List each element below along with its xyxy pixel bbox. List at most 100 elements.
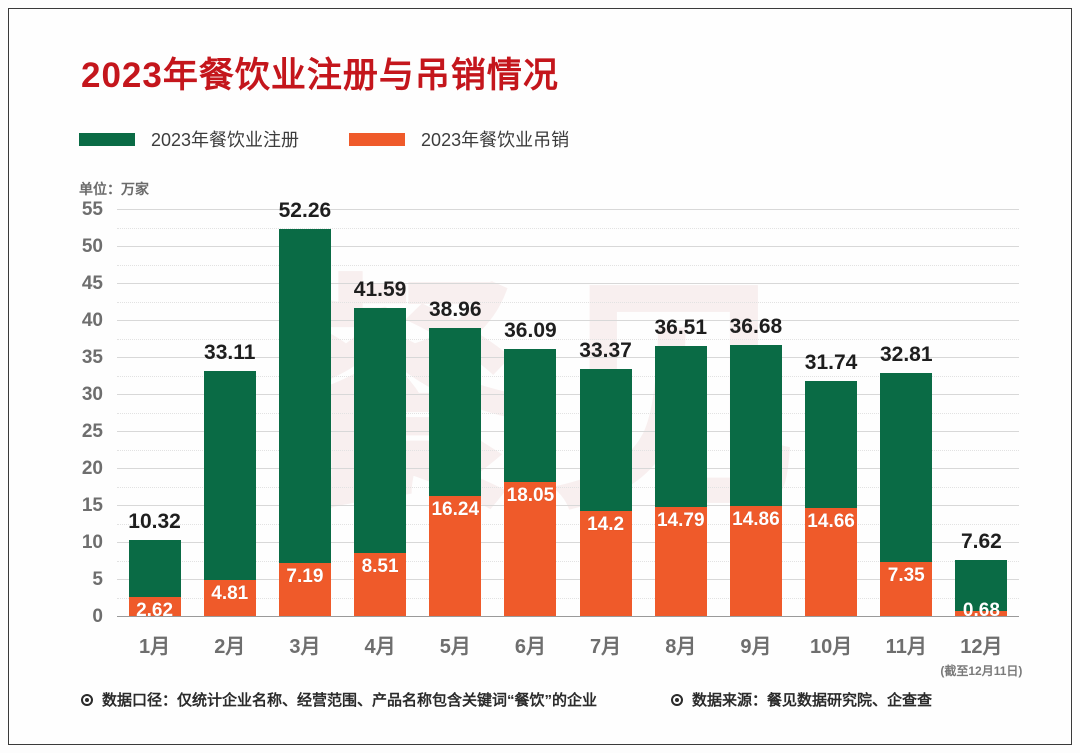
x-axis-tick: 11月 (886, 630, 927, 659)
bar-group[interactable]: 36.68 14.86 9月 (729, 209, 783, 658)
x-axis-tick: 7月 (590, 630, 621, 659)
y-axis-tick-label: 30 (81, 384, 103, 405)
gridline-major: 50 (82, 236, 1019, 257)
footnote-scope: 数据口径：仅统计企业名称、经营范围、产品名称包含关键词“餐饮”的企业 (81, 689, 597, 710)
bar-label-registration: 38.96 (428, 297, 482, 321)
gridline-major: 35 (82, 347, 1019, 368)
bar-label-revocation: 4.81 (211, 583, 249, 605)
bar-group[interactable]: 36.51 14.79 8月 (654, 209, 708, 658)
footnote-source: 数据来源：餐见数据研究院、企查查 (671, 689, 932, 710)
legend-item-revocation[interactable]: 2023年餐饮业吊销 (349, 126, 569, 152)
legend-item-registration[interactable]: 2023年餐饮业注册 (79, 126, 299, 152)
bar-revocation[interactable] (880, 561, 933, 616)
y-axis-tick-label: 35 (81, 347, 103, 368)
legend-swatch-registration (79, 132, 135, 146)
bar-label-revocation: 18.05 (506, 485, 555, 507)
bar-revocation[interactable] (579, 510, 632, 616)
bar-group[interactable]: 7.62 0.68 12月 (截至12月11日) (940, 209, 1022, 678)
bar-label-revocation: 7.19 (286, 565, 324, 587)
bar-label-registration: 36.68 (729, 314, 783, 338)
x-axis-tick: 2月 (214, 630, 245, 659)
bar-registration[interactable] (278, 229, 331, 616)
x-axis-tick-label: 5月 (439, 636, 471, 658)
gridline-major: 30 (82, 384, 1019, 405)
bar-registration[interactable] (955, 559, 1008, 616)
chart-plot-area: 0 5 10 15 20 25 30 35 40 45 50 55 10.32 2.62 1月 33.11 4.… (82, 199, 1023, 678)
x-axis-tick: 8月 (665, 630, 696, 659)
page-title: 2023年餐饮业注册与吊销情况 (81, 56, 559, 95)
x-axis-tick-label: 8月 (665, 636, 697, 658)
bar-group[interactable]: 52.26 7.19 3月 (278, 199, 332, 658)
y-axis-tick-label: 45 (81, 273, 103, 294)
bar-revocation[interactable] (429, 495, 482, 616)
bar-group[interactable]: 31.74 14.66 10月 (804, 209, 858, 658)
bar-label-registration: 36.51 (654, 315, 708, 339)
bar-group[interactable]: 10.32 2.62 1月 (128, 209, 181, 658)
bar-label-revocation: 14.66 (807, 510, 855, 532)
gridline-major: 20 (82, 458, 1019, 479)
y-axis-tick-label: 0 (92, 606, 103, 627)
bar-revocation[interactable] (955, 610, 1008, 616)
bar-revocation[interactable] (354, 553, 407, 616)
y-axis-tick-label: 10 (81, 532, 103, 553)
bar-group[interactable]: 32.81 7.35 11月 (879, 209, 933, 658)
bar-revocation[interactable] (278, 562, 331, 616)
y-axis-tick-label: 40 (81, 310, 103, 331)
y-axis-tick-label: 55 (81, 199, 103, 220)
x-axis-tick: 6月 (515, 630, 546, 659)
bar-label-registration: 36.09 (504, 318, 557, 342)
gridline-major: 5 (92, 569, 1019, 590)
gridline-major: 40 (82, 310, 1019, 331)
bar-revocation[interactable] (128, 596, 181, 616)
chart-legend: 2023年餐饮业注册 2023年餐饮业吊销 (79, 126, 569, 152)
gridline-minor (117, 523, 1019, 525)
gridline-major: 55 (82, 199, 1019, 220)
footnote-source-text: 数据来源：餐见数据研究院、企查查 (692, 692, 933, 709)
gridline-minor (117, 375, 1019, 377)
y-axis-tick-label: 20 (81, 458, 103, 479)
gridline-major: 25 (82, 421, 1019, 442)
x-axis-tick: 9月 (740, 630, 771, 659)
bar-label-revocation: 2.62 (136, 599, 174, 621)
legend-swatch-revocation (349, 132, 406, 146)
x-axis-tick: 1月 (139, 630, 170, 659)
x-axis-tick-label: 3月 (289, 636, 321, 658)
bar-label-registration: 33.37 (579, 339, 632, 363)
bullet-icon (671, 693, 684, 706)
x-axis-tick-label: 9月 (740, 636, 772, 658)
y-axis-tick-label: 5 (92, 569, 103, 590)
bar-revocation[interactable] (805, 507, 858, 616)
x-axis-tick: 10月 (810, 630, 852, 659)
gridline-minor (117, 486, 1019, 488)
bar-registration[interactable] (203, 371, 256, 616)
bar-label-revocation: 16.24 (431, 498, 480, 520)
bar-revocation[interactable] (203, 580, 256, 616)
bar-label-revocation: 7.35 (887, 564, 925, 586)
bar-group[interactable]: 36.09 18.05 6月 (504, 209, 557, 658)
bar-label-registration: 33.11 (204, 341, 256, 364)
legend-label: 2023年餐饮业注册 (151, 130, 300, 150)
y-axis-tick-label: 50 (81, 236, 103, 257)
gridline-minor (117, 449, 1019, 451)
bar-group[interactable]: 33.37 14.2 7月 (579, 209, 632, 658)
bar-label-revocation: 14.79 (656, 509, 705, 531)
footnote-scope-text: 数据口径：仅统计企业名称、经营范围、产品名称包含关键词“餐饮”的企业 (102, 692, 598, 709)
bar-group[interactable]: 38.96 16.24 5月 (428, 209, 482, 658)
bar-revocation[interactable] (504, 482, 557, 616)
gridline-major: 15 (82, 495, 1019, 516)
bar-group[interactable]: 41.59 8.51 4月 (354, 209, 407, 658)
bar-label-revocation: 14.86 (732, 509, 780, 531)
bar-label-registration: 31.74 (804, 351, 858, 375)
gridline-major: 45 (82, 273, 1019, 294)
bar-revocation[interactable] (729, 506, 782, 616)
bar-revocation[interactable] (654, 506, 707, 616)
poster-frame: 餐见 2023年餐饮业注册与吊销情况 2023年餐饮业注册2023年餐饮业吊销 … (8, 8, 1072, 745)
gridline-minor (117, 227, 1019, 229)
bar-label-registration: 32.81 (879, 343, 933, 367)
gridline-minor (117, 338, 1019, 340)
bullet-icon (81, 693, 93, 706)
bar-group[interactable]: 33.11 4.81 2月 (203, 209, 256, 658)
footnotes: 数据口径：仅统计企业名称、经营范围、产品名称包含关键词“餐饮”的企业 数据来源：… (81, 689, 1031, 710)
x-axis-tick-note: (截至12月11日) (940, 664, 1023, 678)
